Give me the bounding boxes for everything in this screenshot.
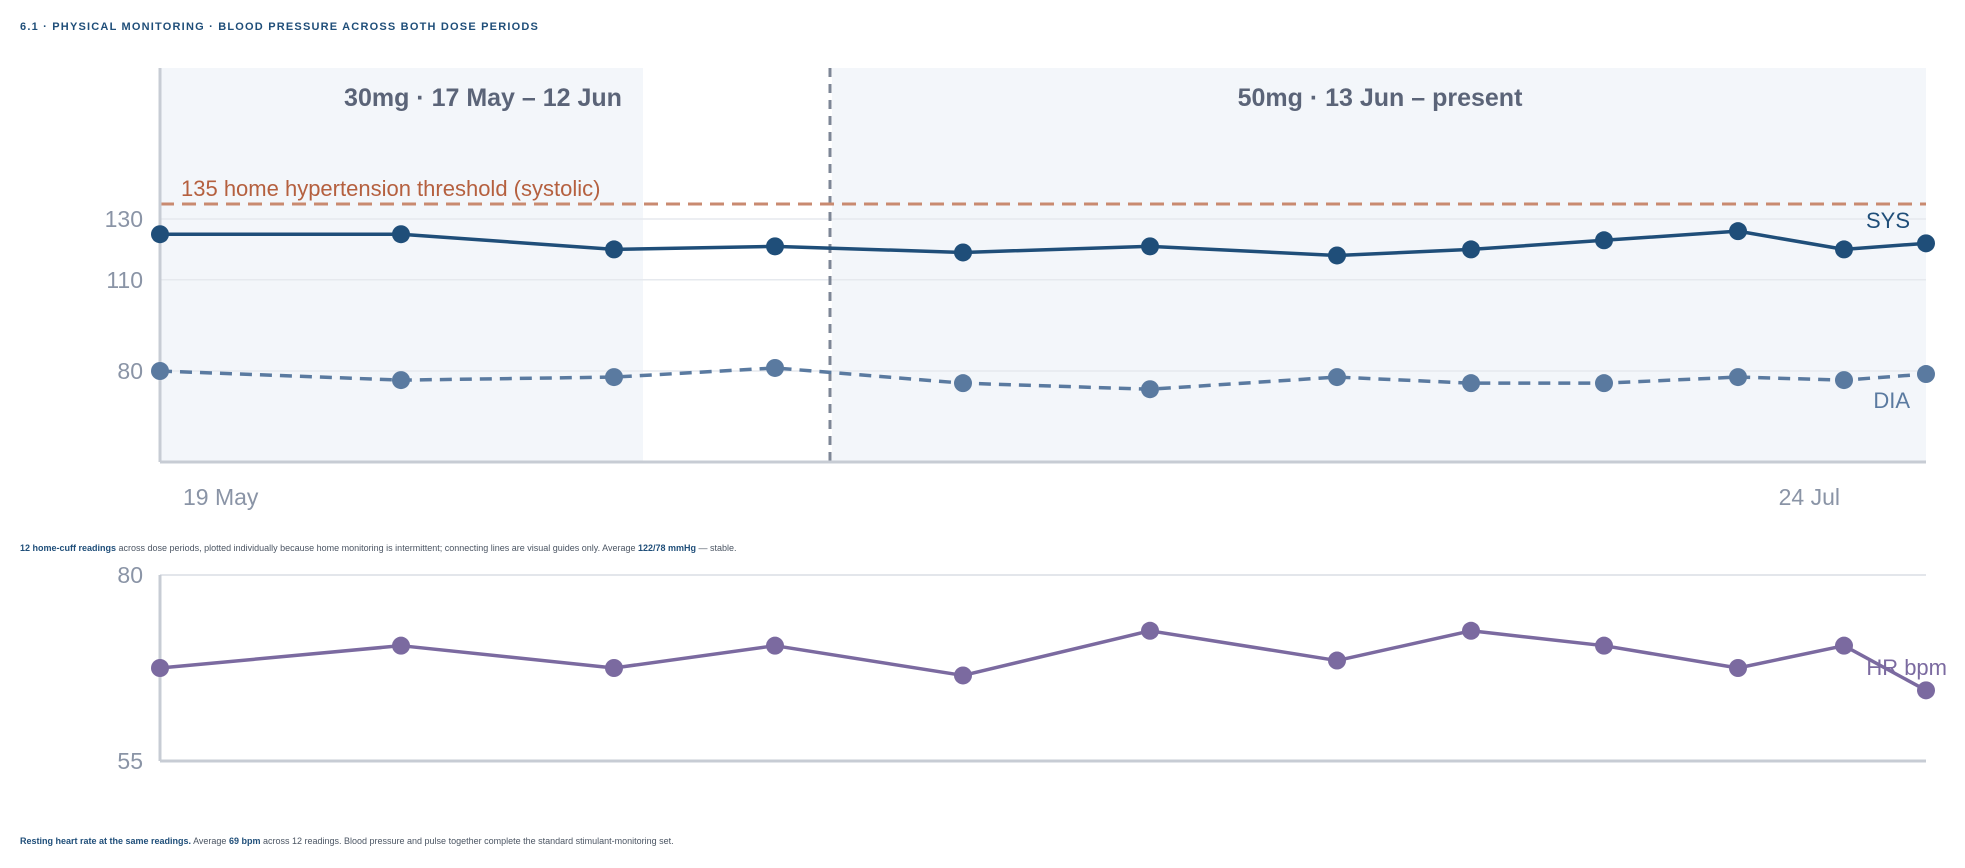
data-point-sys-9: [1729, 222, 1747, 241]
series-line-sys: [160, 229, 1927, 258]
data-point-hr-3: [766, 636, 784, 655]
hr-caption-middle: Average: [191, 836, 229, 846]
heart-rate-chart: 55 80 HR bpm: [117, 562, 1947, 774]
data-point-hr-4: [954, 666, 972, 685]
data-point-sys-7: [1462, 240, 1480, 259]
data-point-hr-0: [151, 659, 169, 677]
series-line-dia: [159, 366, 1927, 391]
data-point-hr-10: [1835, 636, 1853, 655]
series-label-hr: HR bpm: [1866, 655, 1947, 680]
data-point-sys-11: [1917, 234, 1935, 253]
data-point-dia-4: [954, 374, 972, 393]
data-point-dia-3: [766, 358, 784, 377]
data-point-hr-8: [1595, 636, 1613, 655]
data-point-hr-11: [1917, 681, 1935, 700]
x-tick-label-end: 24 Jul: [1779, 484, 1840, 510]
data-point-sys-4: [954, 243, 972, 262]
series-line-hr: [159, 629, 1927, 692]
data-point-dia-7: [1462, 374, 1480, 393]
data-point-dia-6: [1328, 368, 1346, 387]
section-title: 6.1 · Physical monitoring · Blood pressu…: [20, 21, 540, 33]
data-point-sys-1: [392, 225, 410, 244]
data-point-sys-8: [1595, 231, 1613, 250]
hr-caption-lead: Resting heart rate at the same readings.: [20, 836, 192, 846]
data-point-dia-0: [151, 362, 169, 380]
y-tick-label-130: 130: [105, 206, 143, 232]
y-tick-label-55: 55: [117, 748, 143, 774]
data-point-dia-5: [1141, 380, 1159, 399]
bp-caption: 12 home-cuff readings across dose period…: [20, 543, 737, 553]
blood-pressure-chart: 30mg · 17 May – 12 Jun 50mg · 13 Jun – pr…: [105, 68, 1935, 510]
data-point-sys-3: [766, 237, 784, 256]
data-point-sys-10: [1835, 240, 1853, 259]
period-label-50mg: 50mg · 13 Jun – present: [1238, 84, 1524, 112]
data-point-dia-8: [1595, 374, 1613, 393]
period-label-30mg: 30mg · 17 May – 12 Jun: [344, 84, 622, 112]
y-tick-label-80: 80: [117, 358, 143, 384]
series-label-dia: DIA: [1873, 388, 1910, 413]
data-point-sys-0: [151, 225, 169, 244]
data-point-hr-9: [1729, 659, 1747, 677]
bp-caption-middle: across dose periods, plotted individuall…: [116, 543, 638, 553]
data-point-hr-6: [1328, 651, 1346, 670]
data-point-dia-2: [605, 368, 623, 387]
series-label-sys: SYS: [1866, 208, 1910, 233]
bp-caption-lead: 12 home-cuff readings: [20, 543, 117, 553]
hr-caption: Resting heart rate at the same readings.…: [20, 836, 674, 846]
y-tick-label-110: 110: [106, 267, 143, 293]
data-point-dia-1: [392, 371, 410, 390]
data-point-sys-5: [1141, 237, 1159, 256]
data-point-hr-5: [1141, 621, 1159, 640]
data-point-dia-9: [1729, 368, 1747, 387]
data-point-dia-10: [1835, 371, 1853, 390]
threshold-label: 135 home hypertension threshold (systoli…: [181, 176, 600, 201]
hr-caption-tail: across 12 readings. Blood pressure and p…: [260, 836, 674, 846]
data-point-hr-7: [1462, 621, 1480, 640]
hr-caption-average: 69 bpm: [228, 836, 261, 846]
data-point-sys-6: [1328, 246, 1346, 265]
period-band-50mg: [832, 68, 1926, 462]
data-point-hr-1: [392, 636, 410, 655]
data-point-sys-2: [605, 240, 623, 259]
x-tick-label-start: 19 May: [183, 484, 259, 510]
bp-caption-tail: — stable.: [696, 543, 737, 553]
period-band-30mg: [160, 68, 643, 462]
y-tick-label-80: 80: [117, 562, 143, 588]
data-point-hr-2: [605, 659, 623, 677]
data-point-dia-11: [1917, 365, 1935, 384]
bp-caption-average: 122/78 mmHg: [638, 543, 697, 553]
